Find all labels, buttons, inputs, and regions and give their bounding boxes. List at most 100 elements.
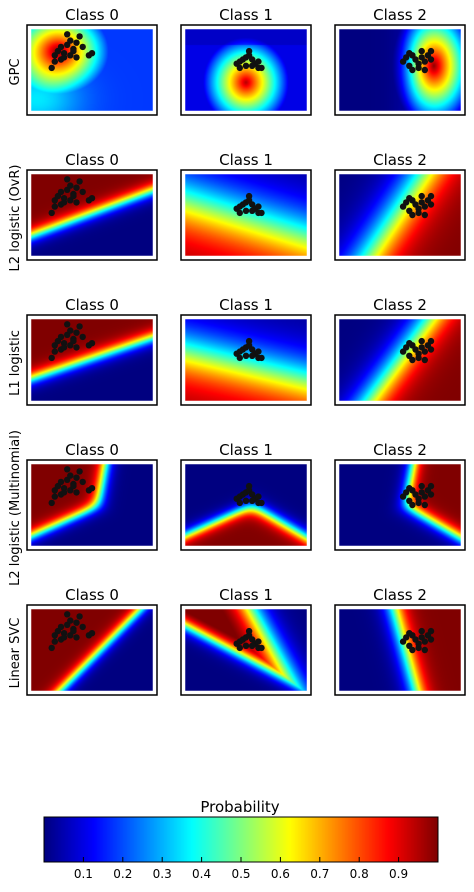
panel-grid: Class 0 Class 1 Class 2 Class 0 Class 1 Class…: [26, 6, 466, 696]
panel-inner-border: [28, 26, 156, 114]
data-point: [57, 43, 65, 51]
panel-frame: [180, 314, 312, 406]
colorbar-tick-label: 0.5: [231, 867, 250, 881]
panel-frame: [334, 169, 466, 261]
panel-r4-c0: Class 0: [26, 586, 158, 696]
data-point: [63, 611, 71, 618]
data-point: [79, 623, 86, 631]
data-point: [427, 636, 435, 643]
data-point: [70, 192, 77, 200]
probability-heatmap: [338, 28, 462, 112]
data-point: [60, 54, 68, 61]
panel-frame: [334, 24, 466, 116]
probability-heatmap: [338, 318, 462, 402]
data-point: [76, 613, 83, 620]
data-point: [51, 203, 58, 210]
data-point: [88, 485, 96, 492]
panel-frame: [180, 604, 312, 696]
data-point: [60, 199, 68, 206]
data-point: [79, 478, 86, 486]
panel-title: Class 2: [373, 151, 427, 169]
data-point: [245, 627, 253, 635]
data-point: [409, 211, 416, 219]
panel-frame: [26, 459, 158, 551]
data-point: [409, 356, 416, 364]
panel-title: Class 0: [65, 441, 119, 459]
data-point: [421, 638, 428, 645]
data-point: [406, 50, 413, 57]
panel-frame: [180, 459, 312, 551]
data-point: [418, 337, 425, 345]
panel-r4-c2: Class 2: [334, 586, 466, 696]
data-point: [242, 642, 250, 649]
data-point: [245, 482, 253, 490]
data-point: [427, 192, 435, 200]
data-point: [51, 493, 58, 500]
data-point: [70, 337, 77, 345]
data-point: [258, 64, 265, 72]
data-point: [236, 644, 243, 652]
panel-inner-border: [182, 461, 310, 549]
data-point: [415, 354, 422, 362]
data-point: [88, 340, 96, 347]
data-point: [245, 192, 253, 200]
data-point: [249, 352, 256, 359]
data-point: [63, 466, 71, 473]
data-point: [79, 43, 86, 51]
panel-inner-border: [28, 606, 156, 694]
data-point: [48, 64, 55, 72]
data-point: [67, 617, 74, 624]
data-point: [73, 39, 80, 46]
data-point: [67, 472, 74, 479]
data-point: [421, 58, 428, 65]
data-point: [73, 184, 80, 191]
data-point: [258, 209, 265, 217]
panel-inner-border: [182, 316, 310, 404]
data-point: [255, 203, 262, 210]
data-point: [70, 482, 77, 490]
data-point: [406, 630, 413, 637]
data-point: [236, 209, 243, 217]
data-point: [73, 199, 80, 206]
row-label-l1: L1 logistic: [8, 330, 23, 396]
data-point: [415, 209, 422, 217]
colorbar-gradient: [44, 817, 438, 862]
panel-frame: [26, 604, 158, 696]
probability-heatmap: [30, 28, 154, 112]
probability-heatmap: [184, 28, 308, 112]
data-point: [67, 182, 74, 189]
data-point: [79, 333, 86, 341]
row-labels: GPC L2 logistic (OvR) L1 logistic L2 log…: [8, 59, 23, 689]
data-point: [406, 340, 413, 347]
row-label-gpc: GPC: [8, 59, 23, 86]
panel-r4-c1: Class 1: [180, 586, 312, 696]
panel-frame: [180, 24, 312, 116]
probability-heatmap: [338, 173, 462, 257]
panel-r1-c1: Class 1: [180, 151, 312, 261]
data-point: [255, 348, 262, 355]
data-point: [51, 638, 58, 645]
data-point: [67, 37, 74, 44]
data-point: [415, 644, 422, 652]
panel-frame: [26, 314, 158, 406]
panel-title: Class 0: [65, 151, 119, 169]
data-point: [73, 344, 80, 351]
data-point: [236, 354, 243, 362]
probability-heatmap: [30, 463, 154, 547]
data-point: [76, 178, 83, 185]
panel-r3-c1: Class 1: [180, 441, 312, 551]
data-point: [57, 623, 65, 631]
data-point: [57, 188, 65, 196]
panel-inner-border: [28, 461, 156, 549]
colorbar-title: Probability: [200, 798, 279, 816]
data-point: [421, 211, 428, 219]
data-point: [427, 627, 435, 635]
data-point: [79, 188, 86, 196]
colorbar-ticks: 0.1 0.2 0.3 0.4 0.5 0.6 0.7 0.8 0.9: [74, 857, 408, 881]
colorbar-tick-label: 0.1: [74, 867, 93, 881]
data-point: [249, 497, 256, 504]
probability-heatmap: [30, 318, 154, 402]
data-point: [57, 478, 65, 486]
data-point: [421, 493, 428, 500]
